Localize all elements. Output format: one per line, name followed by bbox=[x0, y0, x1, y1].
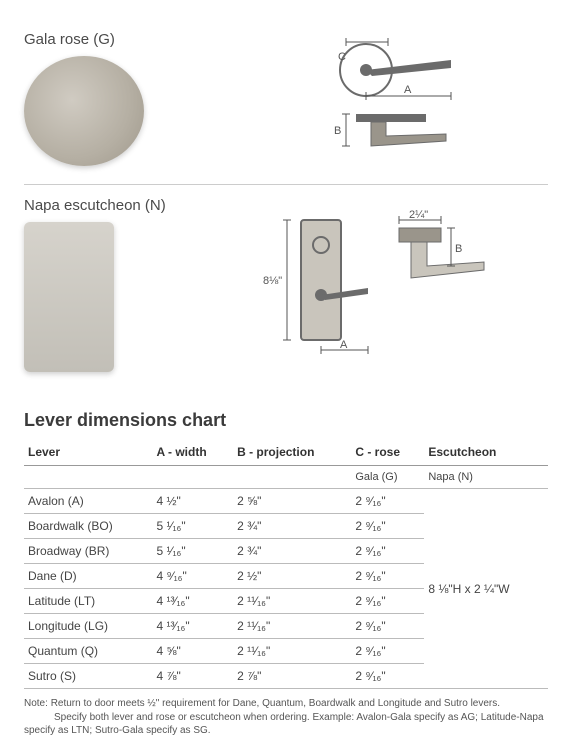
napa-diagrams: 8⅛" A 2¼" B bbox=[263, 210, 548, 360]
gala-side-diagram: B bbox=[316, 106, 496, 166]
col-lever: Lever bbox=[24, 439, 152, 466]
gala-diagrams: C A B bbox=[263, 30, 548, 166]
gala-title: Gala rose (G) bbox=[24, 31, 243, 48]
subhead-gala: Gala (G) bbox=[351, 466, 424, 489]
note-line2: Specify both lever and rose or escutcheo… bbox=[24, 712, 544, 737]
table-header-row: Lever A - width B - projection C - rose … bbox=[24, 439, 548, 466]
note-label: Note: bbox=[24, 698, 48, 709]
note-line1: Return to door meets ½" requirement for … bbox=[51, 698, 500, 709]
napa-height: 8⅛" bbox=[263, 275, 282, 287]
dim-c: C bbox=[338, 51, 346, 63]
napa-product: Napa escutcheon (N) bbox=[24, 197, 243, 372]
table-body: Avalon (A) 4 ½" 2 ⅝" 2 ⁹⁄₁₆" 8 ⅛"H x 2 ¼… bbox=[24, 489, 548, 689]
napa-side-diagram: 2¼" B bbox=[379, 210, 499, 330]
dim-b2: B bbox=[455, 243, 462, 255]
col-c: C - rose bbox=[351, 439, 424, 466]
footnote: Note: Return to door meets ½" requiremen… bbox=[24, 697, 548, 738]
gala-product: Gala rose (G) bbox=[24, 31, 243, 166]
subhead-napa: Napa (N) bbox=[424, 466, 548, 489]
napa-front-diagram: 8⅛" A bbox=[263, 210, 373, 360]
dimensions-table: Lever A - width B - projection C - rose … bbox=[24, 439, 548, 689]
chart-title: Lever dimensions chart bbox=[24, 410, 548, 431]
escutcheon-value: 8 ⅛"H x 2 ¼"W bbox=[424, 489, 548, 689]
gala-front-diagram: C A bbox=[316, 30, 496, 100]
col-a: A - width bbox=[152, 439, 233, 466]
gala-row: Gala rose (G) C A B bbox=[24, 18, 548, 185]
napa-row: Napa escutcheon (N) 8⅛" A 2¼" bbox=[24, 185, 548, 390]
napa-title: Napa escutcheon (N) bbox=[24, 197, 243, 214]
gala-photo bbox=[24, 56, 144, 166]
col-esc: Escutcheon bbox=[424, 439, 548, 466]
dim-b: B bbox=[334, 125, 341, 137]
col-b: B - projection bbox=[233, 439, 351, 466]
table-subheader-row: Gala (G) Napa (N) bbox=[24, 466, 548, 489]
napa-photo bbox=[24, 222, 114, 372]
table-row: Avalon (A) 4 ½" 2 ⅝" 2 ⁹⁄₁₆" 8 ⅛"H x 2 ¼… bbox=[24, 489, 548, 514]
dim-a2: A bbox=[340, 339, 348, 351]
napa-width: 2¼" bbox=[409, 210, 428, 221]
dim-a: A bbox=[404, 84, 412, 96]
